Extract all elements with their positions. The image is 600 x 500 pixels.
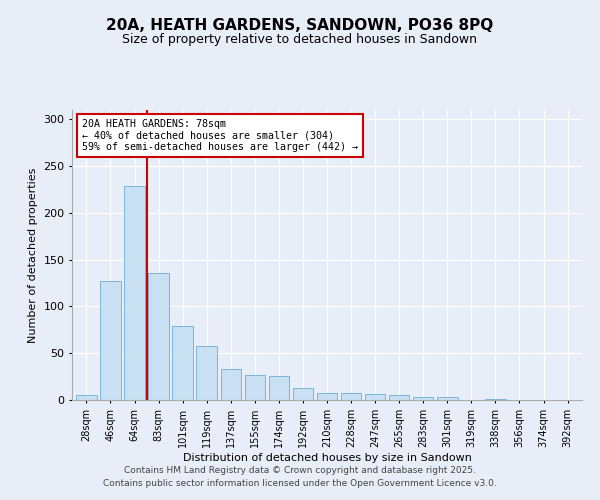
Text: 20A HEATH GARDENS: 78sqm
← 40% of detached houses are smaller (304)
59% of semi-: 20A HEATH GARDENS: 78sqm ← 40% of detach… xyxy=(82,118,358,152)
Y-axis label: Number of detached properties: Number of detached properties xyxy=(28,168,38,342)
Bar xyxy=(389,396,409,400)
Bar xyxy=(365,394,385,400)
Text: 20A, HEATH GARDENS, SANDOWN, PO36 8PQ: 20A, HEATH GARDENS, SANDOWN, PO36 8PQ xyxy=(106,18,494,32)
Bar xyxy=(221,369,241,400)
Bar xyxy=(269,376,289,400)
Bar xyxy=(437,397,458,400)
Text: Size of property relative to detached houses in Sandown: Size of property relative to detached ho… xyxy=(122,32,478,46)
X-axis label: Distribution of detached houses by size in Sandown: Distribution of detached houses by size … xyxy=(182,452,472,462)
Bar xyxy=(124,186,145,400)
Bar xyxy=(317,394,337,400)
Bar xyxy=(293,388,313,400)
Bar xyxy=(485,399,506,400)
Bar xyxy=(196,346,217,400)
Bar xyxy=(413,397,433,400)
Bar xyxy=(341,394,361,400)
Text: Contains HM Land Registry data © Crown copyright and database right 2025.
Contai: Contains HM Land Registry data © Crown c… xyxy=(103,466,497,487)
Bar xyxy=(76,396,97,400)
Bar xyxy=(172,326,193,400)
Bar xyxy=(245,374,265,400)
Bar xyxy=(148,273,169,400)
Bar xyxy=(100,281,121,400)
